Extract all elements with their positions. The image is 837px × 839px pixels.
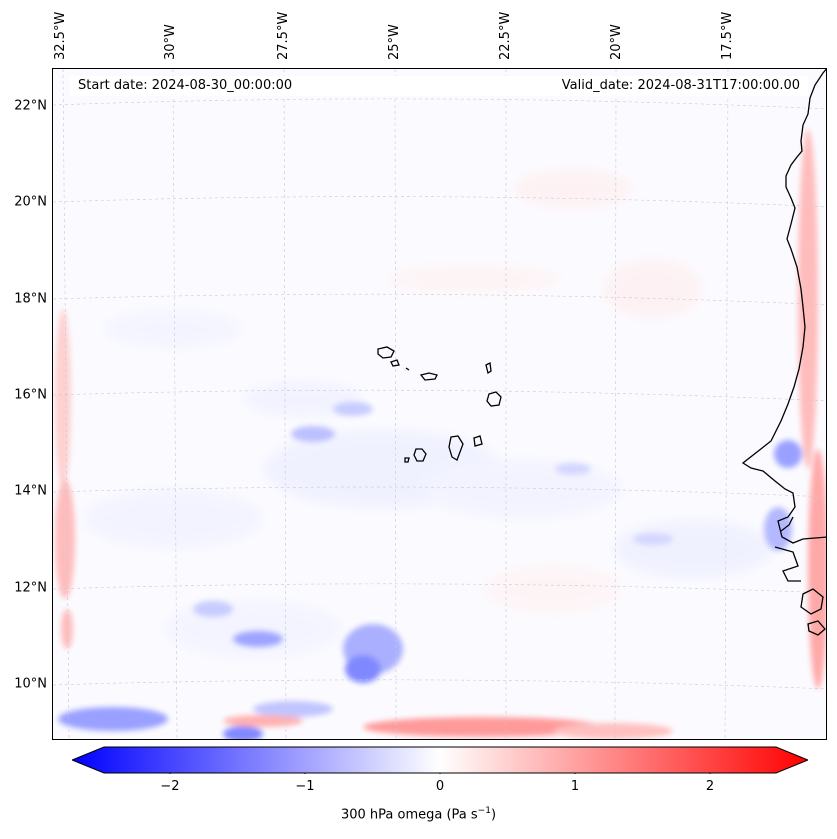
- colorbar-label-exponent: −1: [477, 806, 491, 816]
- lon-label: 30°W: [163, 24, 178, 60]
- colorbar: [72, 746, 808, 774]
- colorbar-tick-label: −2: [160, 779, 180, 794]
- colorbar-tick-label: 2: [705, 779, 715, 794]
- lat-label: 10°N: [14, 676, 47, 692]
- lat-label: 20°N: [14, 194, 47, 210]
- lon-label: 27.5°W: [276, 11, 291, 60]
- colorbar-label-main: 300 hPa omega (Pa s: [340, 807, 478, 823]
- lat-label: 22°N: [14, 98, 47, 114]
- colorbar-ticks: [169, 773, 711, 774]
- omega-field: [55, 129, 826, 739]
- colorbar-label-end: ): [490, 807, 497, 823]
- lon-label: 22.5°W: [498, 11, 513, 60]
- colorbar-label: 300 hPa omega (Pa s−1): [0, 806, 837, 822]
- gridlines: [53, 69, 826, 739]
- colorbar-tick-label: −1: [295, 779, 315, 794]
- start-date-label: Start date: 2024-08-30_00:00:00: [78, 78, 293, 93]
- lat-label: 18°N: [14, 291, 47, 307]
- lon-label: 17.5°W: [720, 11, 735, 60]
- date-info-bar: Start date: 2024-08-30_00:00:00 Valid_da…: [70, 76, 808, 96]
- lat-label: 14°N: [14, 483, 47, 499]
- lat-label: 16°N: [14, 387, 47, 403]
- lon-label: 25°W: [387, 24, 402, 60]
- lon-label: 20°W: [609, 24, 624, 60]
- map-canvas: [53, 69, 826, 739]
- coastline: [377, 69, 826, 636]
- colorbar-tick-label: 1: [570, 779, 580, 794]
- colorbar-tick-label: 0: [435, 779, 445, 794]
- valid-date-label: Valid_date: 2024-08-31T17:00:00.00: [561, 78, 800, 93]
- map-panel: [52, 68, 827, 740]
- lon-label: 32.5°W: [53, 11, 68, 60]
- lat-label: 12°N: [14, 580, 47, 596]
